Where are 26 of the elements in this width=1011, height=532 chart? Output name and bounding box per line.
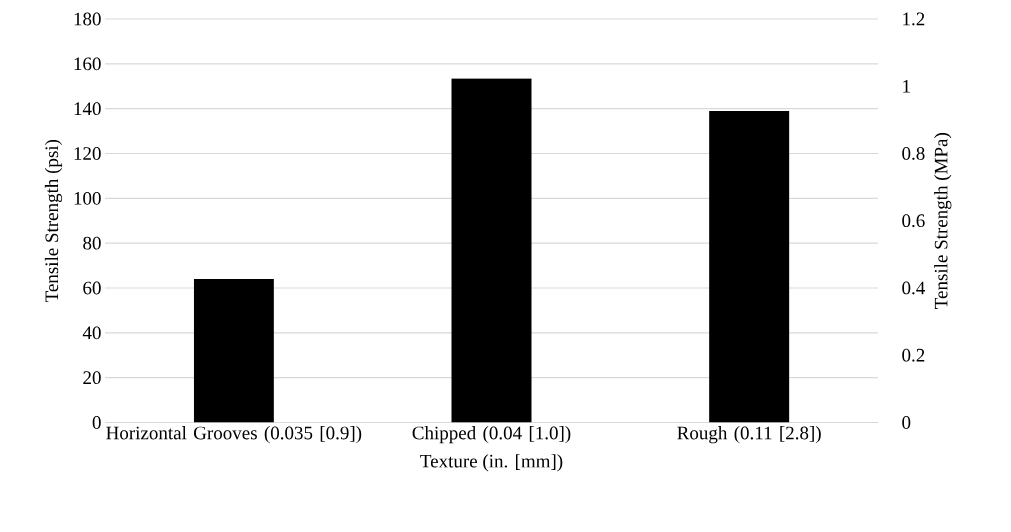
x-axis-title: Texture (in. [mm]) <box>420 454 563 472</box>
y2-tick-label: 1 <box>903 79 910 93</box>
y-axis-title: Tensile Strength (psi) <box>44 139 63 303</box>
y2-tick-label: 0.4 <box>902 281 925 295</box>
y-tick-label: 0 <box>92 416 101 429</box>
y-tick-label: 100 <box>74 191 101 205</box>
y-tick-label: 140 <box>74 102 101 116</box>
y-tick-label: 60 <box>83 281 101 295</box>
y2-tick-label: 0.2 <box>902 348 925 362</box>
bar <box>709 110 790 423</box>
y2-tick-label: 0.8 <box>902 147 925 160</box>
x-tick-label: Chipped (0.04 [1.0]) <box>412 426 571 444</box>
y-tick-label: 80 <box>83 236 101 250</box>
x-tick-label: Rough (0.11 [2.8]) <box>677 426 821 444</box>
y-tick-label: 180 <box>74 12 101 26</box>
x-tick-label: Horizontal Grooves (0.035 [0.9]) <box>106 426 362 444</box>
y2-axis-title: Tensile Strength (MPa) <box>934 133 952 309</box>
bar <box>451 78 532 423</box>
y-tick-label: 40 <box>82 326 101 340</box>
y-tick-label: 20 <box>83 371 101 385</box>
y2-tick-label: 0.6 <box>902 214 925 228</box>
y2-tick-label: 0 <box>902 416 911 429</box>
bar <box>193 279 274 423</box>
y2-tick-label: 1.2 <box>903 12 925 26</box>
y-tick-label: 120 <box>74 147 101 160</box>
y-tick-label: 160 <box>74 57 101 71</box>
